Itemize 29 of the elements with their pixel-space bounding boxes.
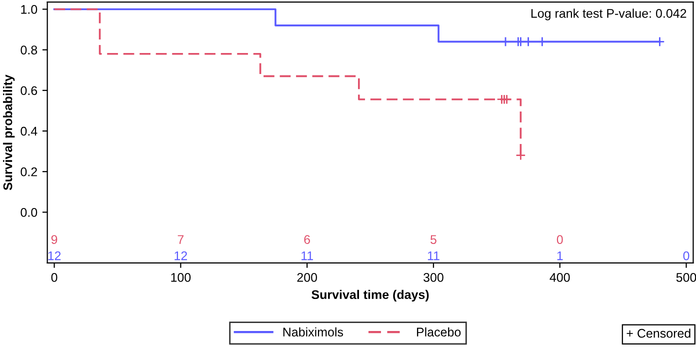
x-tick-label: 300 [424,272,444,282]
annotation: 9 [51,235,58,244]
y-axis-title: Survival probability [3,74,15,190]
legend-label: Nabiximols [283,327,344,337]
annotation: 11 [302,251,313,260]
annotation: 12 [174,251,187,260]
y-tick-label: 0.8 [20,46,38,54]
annotation: 7 [178,235,184,244]
annotation: 0 [556,235,563,244]
y-tick-label: 0.2 [20,167,37,176]
x-tick-label: 400 [550,272,570,282]
annotation: 11 [428,251,440,260]
x-axis-title: Survival time (days) [312,290,429,302]
y-tick-label: 1.0 [21,5,38,14]
x-tick-label: 100 [171,272,191,282]
annotation: Log rank test P-value: 0.042 [531,8,686,20]
annotation: 5 [430,235,436,244]
annotation: 0 [683,251,690,260]
x-tick-label: 500 [676,272,696,282]
text: + Censored [626,328,690,338]
y-tick-label: 0.4 [20,126,38,136]
x-tick-label: 0 [51,272,58,282]
y-tick-label: 0.0 [20,208,38,217]
legend-label: Placebo [417,327,461,337]
annotation: 12 [48,251,61,260]
annotation: 1 [557,251,563,260]
x-tick-label: 200 [297,272,318,282]
annotation: 6 [304,235,310,244]
y-tick-label: 0.6 [20,86,38,96]
